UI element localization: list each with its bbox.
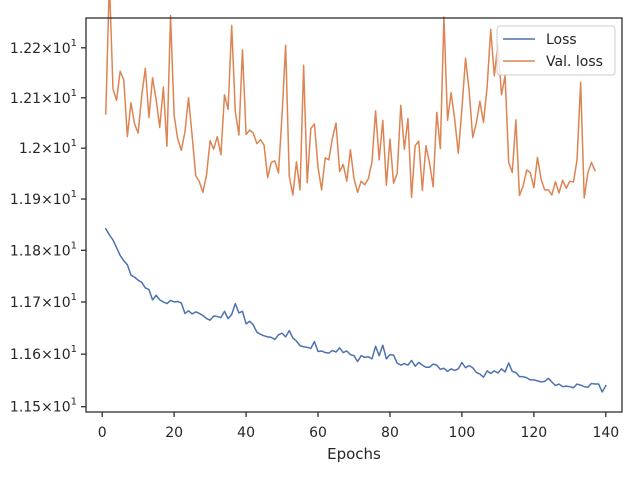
y-tick-label: 1.16×101 (10, 344, 77, 363)
x-axis-label: Epochs (327, 445, 381, 463)
x-tick-label: 140 (592, 425, 619, 441)
x-tick-label: 120 (520, 425, 547, 441)
y-axis: 1.15×101 1.16×101 1.17×101 1.18×101 1.19×101… (10, 38, 86, 416)
y-tick-label: 1.18×101 (10, 240, 77, 259)
x-axis: 0 20 40 60 80 100 120 140 (98, 412, 619, 441)
series-line-val-loss (105, 0, 597, 199)
legend-label-loss: Loss (546, 32, 577, 48)
x-tick-label: 40 (237, 425, 255, 441)
x-tick-label: 20 (165, 425, 183, 441)
x-tick-label: 80 (381, 425, 399, 441)
y-tick-label: 1.19×101 (10, 189, 77, 208)
x-tick-label: 100 (449, 425, 476, 441)
y-tick-label: 1.17×101 (10, 292, 77, 311)
y-tick-label: 1.2×101 (19, 138, 77, 157)
y-tick-label: 1.22×101 (10, 38, 77, 57)
y-tick-label: 1.15×101 (10, 397, 77, 416)
y-tick-label: 1.21×101 (10, 88, 77, 107)
legend-label-val-loss: Val. loss (546, 54, 603, 70)
plot-frame (85, 17, 623, 413)
series-line-loss (104, 227, 607, 393)
x-tick-label: 0 (98, 425, 107, 441)
legend: Loss Val. loss (496, 25, 616, 76)
x-tick-label: 60 (309, 425, 327, 441)
plot-lines (104, 0, 607, 393)
